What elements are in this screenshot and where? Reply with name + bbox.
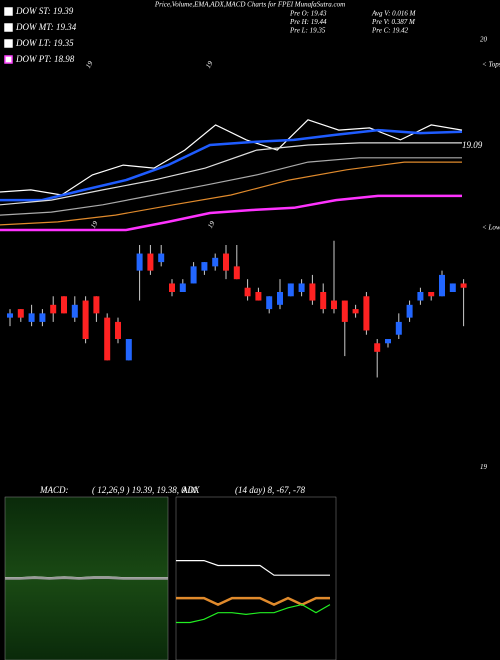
candle-body bbox=[287, 283, 294, 297]
y-tick-label: 20 bbox=[480, 36, 488, 44]
macd-title: MACD: bbox=[39, 485, 69, 495]
candle-body bbox=[93, 296, 100, 314]
marker: 19 bbox=[206, 219, 217, 229]
adx-panel bbox=[175, 496, 337, 660]
annotation: 19.09 bbox=[462, 140, 483, 150]
candle-body bbox=[201, 262, 208, 271]
candle-body bbox=[331, 300, 337, 310]
candle-body bbox=[395, 321, 402, 335]
candle-body bbox=[417, 292, 424, 301]
marker: 19 bbox=[204, 59, 215, 69]
candle-body bbox=[115, 321, 121, 339]
candle-body bbox=[266, 296, 273, 310]
candle-body bbox=[136, 253, 143, 271]
candle-body bbox=[363, 296, 370, 331]
candle-body bbox=[244, 287, 251, 297]
line-series bbox=[0, 142, 462, 206]
candle-body bbox=[17, 309, 24, 318]
line-series bbox=[5, 576, 168, 580]
legend-swatch bbox=[4, 39, 13, 48]
candle-body bbox=[179, 283, 186, 292]
candle-body bbox=[374, 343, 381, 352]
annotation: < Lows bbox=[482, 224, 500, 232]
candle-body bbox=[125, 339, 132, 361]
candle-body bbox=[341, 300, 348, 322]
candle-body bbox=[449, 283, 456, 292]
y-tick-label: 19 bbox=[480, 463, 488, 471]
candle-body bbox=[385, 339, 391, 344]
legend-label: DOW ST: 19.39 bbox=[15, 6, 74, 16]
line-series bbox=[176, 596, 330, 606]
candle-body bbox=[352, 309, 359, 314]
line-series bbox=[0, 119, 463, 196]
candle-body bbox=[460, 283, 467, 288]
line-series bbox=[176, 603, 331, 624]
candle-body bbox=[39, 313, 46, 322]
legend-label: DOW LT: 19.35 bbox=[15, 38, 74, 48]
candle-body bbox=[298, 283, 305, 292]
stat: Pre V: 0.387 M bbox=[371, 18, 416, 26]
line-series bbox=[0, 161, 462, 226]
candle-body bbox=[190, 266, 197, 284]
macd-subtitle: ( 12,26,9 ) 19.39, 19.38, 0.01 bbox=[92, 485, 197, 495]
candle-body bbox=[82, 300, 89, 339]
stat: Pre O: 19.43 bbox=[289, 10, 327, 18]
candle-body bbox=[147, 253, 154, 271]
candle-body bbox=[406, 304, 413, 318]
legend-swatch bbox=[4, 7, 13, 16]
candle-body bbox=[169, 283, 175, 292]
candle-body bbox=[320, 292, 327, 310]
candle-body bbox=[277, 292, 283, 305]
candle-body bbox=[233, 266, 240, 280]
candle-body bbox=[71, 304, 78, 318]
marker: 19 bbox=[89, 219, 100, 229]
candle-body bbox=[439, 274, 445, 297]
candle-body bbox=[28, 313, 35, 322]
stat: Pre C: 19.42 bbox=[371, 27, 409, 35]
marker: 19 bbox=[84, 59, 95, 69]
annotation: < Tops bbox=[482, 61, 500, 69]
candle-body bbox=[104, 317, 111, 361]
stat: Avg V: 0.016 M bbox=[371, 10, 417, 18]
legend-label: DOW PT: 18.98 bbox=[15, 54, 75, 64]
candle-body bbox=[428, 292, 435, 297]
candle-body bbox=[255, 292, 262, 301]
legend-swatch bbox=[4, 23, 13, 32]
adx-title: ADX bbox=[181, 485, 200, 495]
candle-body bbox=[61, 296, 67, 314]
candle-body bbox=[309, 283, 316, 301]
chart-title: Price,Volume,EMA,ADX,MACD Charts for FPE… bbox=[154, 1, 345, 9]
line-series bbox=[0, 194, 462, 232]
stat: Pre H: 19.44 bbox=[289, 18, 327, 26]
candle-body bbox=[223, 253, 229, 271]
line-series bbox=[0, 157, 462, 216]
adx-subtitle: (14 day) 8, -67, -78 bbox=[235, 485, 305, 495]
candle-body bbox=[212, 257, 219, 267]
line-series bbox=[0, 128, 463, 202]
legend-swatch bbox=[4, 55, 13, 64]
candle-body bbox=[7, 313, 13, 318]
legend-label: DOW MT: 19.34 bbox=[15, 22, 77, 32]
line-series bbox=[176, 559, 330, 576]
stat: Pre L: 19.35 bbox=[289, 27, 326, 35]
candle-body bbox=[50, 304, 57, 314]
candle-body bbox=[158, 253, 165, 263]
